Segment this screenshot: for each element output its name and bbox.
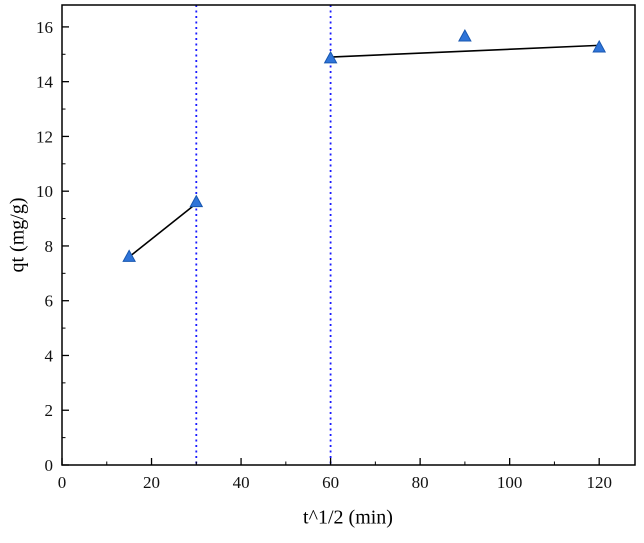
x-tick-label: 100: [497, 473, 523, 492]
y-tick-label: 2: [45, 401, 54, 420]
data-point-marker: [458, 28, 472, 42]
y-tick-label: 8: [45, 237, 54, 256]
y-tick-label: 4: [45, 346, 54, 365]
x-tick-label: 40: [233, 473, 250, 492]
data-point-marker: [122, 249, 136, 262]
y-tick-label: 12: [36, 127, 53, 146]
x-tick-label: 20: [143, 473, 160, 492]
plot-border: [61, 4, 636, 466]
data-point-marker: [323, 50, 338, 64]
x-tick-label: 80: [412, 473, 429, 492]
y-tick-label: 16: [36, 18, 53, 37]
y-tick-label: 6: [45, 292, 54, 311]
x-tick-label: 120: [586, 473, 612, 492]
y-tick-label: 10: [36, 182, 53, 201]
data-point-marker: [592, 39, 607, 53]
y-tick-label: 14: [36, 73, 54, 92]
fit-line: [128, 202, 197, 258]
x-tick-label: 0: [58, 473, 67, 492]
fit-line: [330, 44, 602, 58]
y-tick-label: 0: [45, 456, 54, 475]
y-axis-title: qt (mg/g): [6, 197, 29, 273]
x-axis-title: t^1/2 (min): [303, 506, 393, 529]
data-point-marker: [189, 194, 204, 208]
x-tick-label: 60: [322, 473, 339, 492]
